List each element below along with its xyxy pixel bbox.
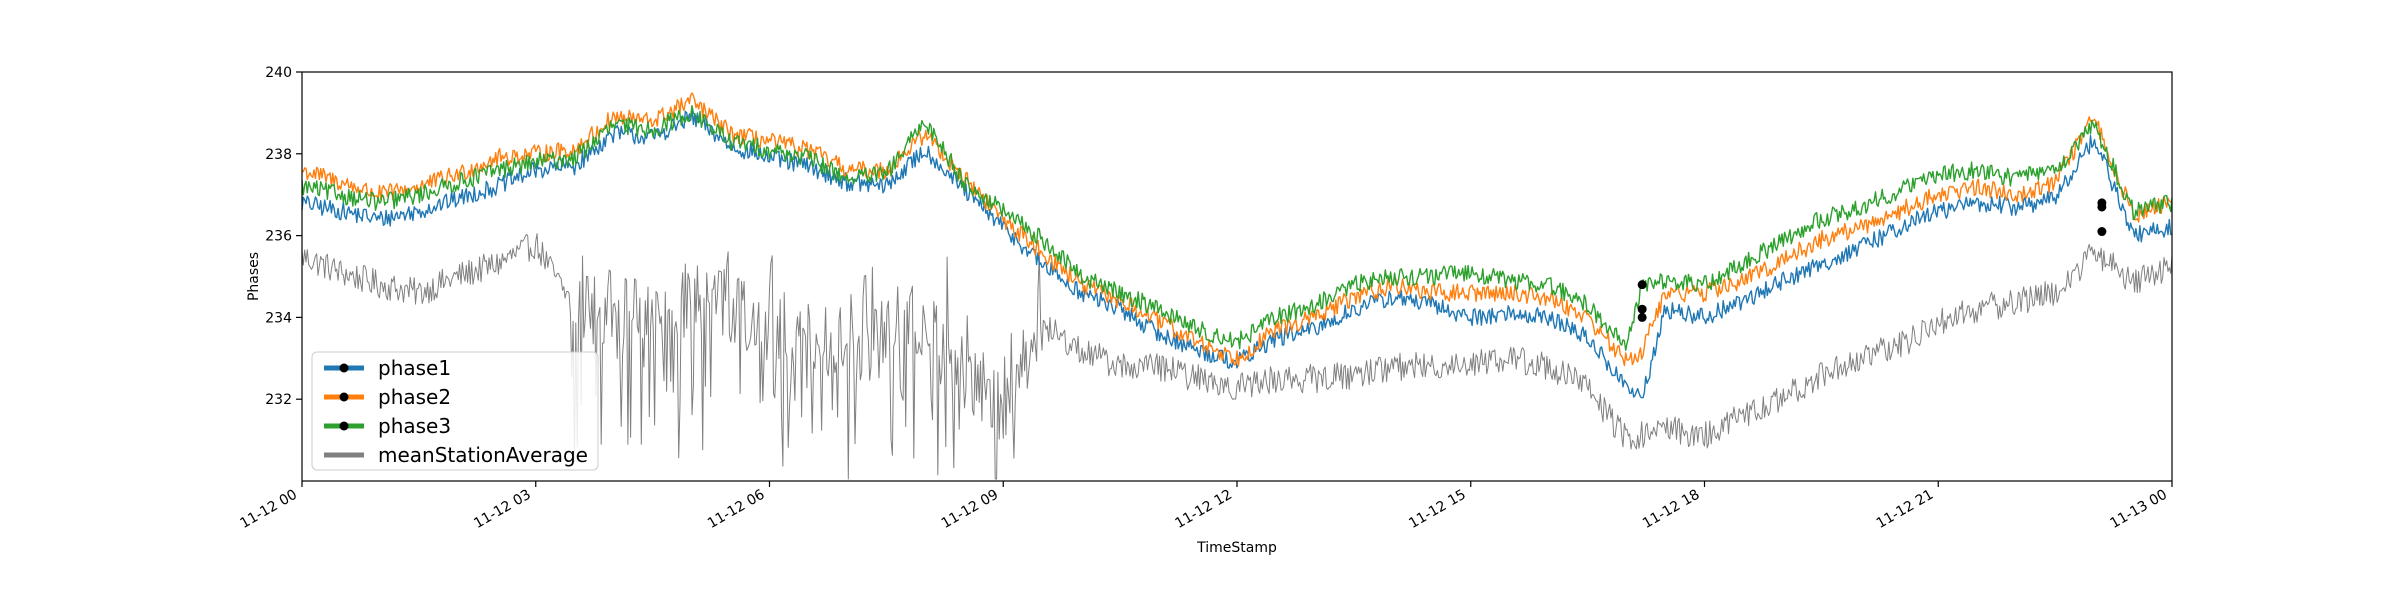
plot-lines (301, 92, 2173, 480)
x-tick-label-18: 11-12 18 (1640, 487, 1703, 532)
x-tick-label-15: 11-12 15 (1406, 487, 1469, 532)
series-line-meanStationAverage (301, 233, 2173, 480)
legend: phase1 phase2 phase3 meanStationAverage (311, 351, 599, 471)
x-axis-label: TimeStamp (1196, 540, 1277, 556)
x-axis: 11-12 00 11-12 03 11-12 06 11-12 09 11-12 12… (237, 481, 2173, 532)
x-tick-label-24: 11-13 00 (2107, 487, 2170, 532)
legend-box (311, 351, 599, 471)
marker-phase2-1 (1637, 304, 1647, 314)
plot-markers (1637, 198, 2107, 322)
legend-label-meanStationAverage: meanStationAverage (378, 443, 588, 467)
legend-label-phase3: phase3 (378, 414, 451, 438)
y-tick-label-236: 236 (265, 229, 292, 245)
legend-label-phase1: phase1 (378, 356, 451, 380)
legend-marker-phase3 (339, 421, 349, 431)
legend-marker-phase1 (339, 363, 349, 373)
series-line-phase3 (301, 104, 2173, 351)
series-line-phase1 (301, 108, 2173, 399)
marker-phase3-5 (2097, 202, 2107, 212)
y-tick-label-238: 238 (265, 147, 292, 163)
y-tick-label-240: 240 (265, 65, 292, 81)
x-tick-label-3: 11-12 03 (471, 487, 534, 532)
y-axis-label: Phases (246, 252, 262, 301)
marker-phase1-3 (2097, 227, 2107, 237)
legend-label-phase2: phase2 (378, 385, 451, 409)
x-tick-label-6: 11-12 06 (705, 487, 768, 532)
x-tick-label-9: 11-12 09 (939, 487, 1002, 532)
marker-phase3-2 (1637, 280, 1647, 290)
x-tick-label-0: 11-12 00 (237, 487, 300, 532)
y-axis: 232 234 236 238 240 (265, 65, 302, 408)
series-line-phase2 (301, 92, 2173, 367)
y-tick-label-234: 234 (265, 310, 292, 326)
marker-phase1-0 (1637, 312, 1647, 322)
y-tick-label-232: 232 (265, 392, 292, 408)
x-tick-label-21: 11-12 21 (1874, 487, 1937, 532)
legend-marker-phase2 (339, 392, 349, 402)
x-tick-label-12: 11-12 12 (1172, 487, 1235, 532)
